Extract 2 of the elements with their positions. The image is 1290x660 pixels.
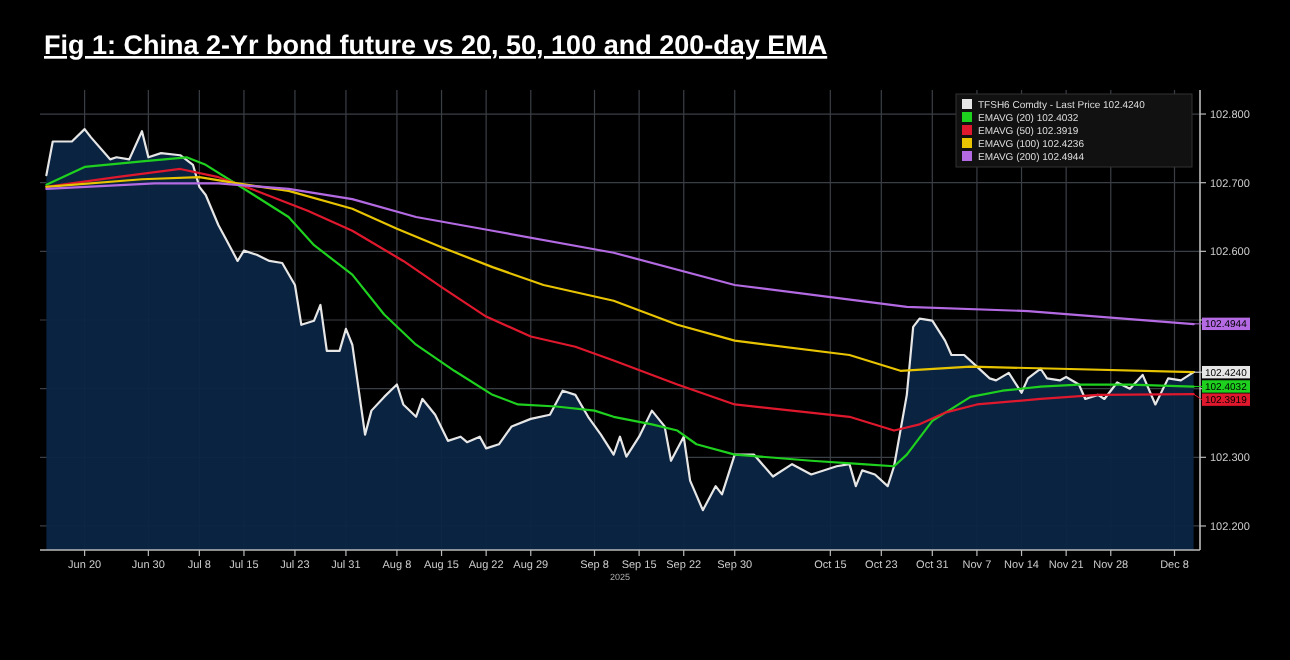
chart-title: Fig 1: China 2-Yr bond future vs 20, 50, 100 and 200-day EMA <box>44 30 828 60</box>
line-series <box>45 176 1195 374</box>
